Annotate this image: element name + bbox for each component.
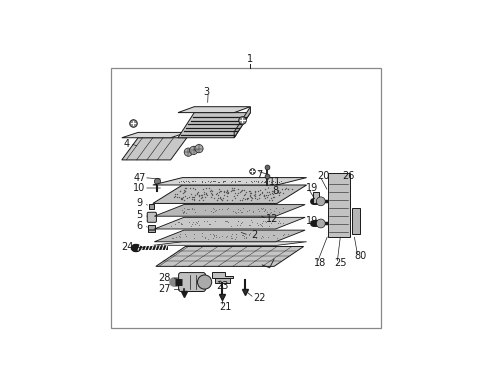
Circle shape — [195, 144, 203, 153]
Polygon shape — [178, 113, 251, 138]
Bar — [313, 192, 319, 204]
Polygon shape — [155, 217, 305, 229]
Text: 80: 80 — [355, 251, 367, 261]
Text: 23: 23 — [216, 281, 228, 291]
Text: 19: 19 — [306, 215, 319, 225]
Circle shape — [190, 146, 198, 154]
Text: 9: 9 — [136, 199, 143, 209]
Text: 12: 12 — [266, 214, 279, 224]
Text: 21: 21 — [220, 302, 232, 312]
Text: 22: 22 — [253, 293, 265, 303]
Text: 26: 26 — [342, 171, 354, 181]
Polygon shape — [212, 272, 233, 278]
Text: 10: 10 — [133, 183, 146, 193]
Bar — [351, 208, 360, 234]
Text: 24: 24 — [121, 242, 133, 252]
Text: 27: 27 — [158, 284, 171, 294]
Text: 7: 7 — [256, 170, 263, 180]
FancyBboxPatch shape — [179, 273, 205, 291]
Polygon shape — [153, 185, 307, 204]
Text: 25: 25 — [335, 258, 347, 268]
Polygon shape — [153, 177, 307, 185]
Text: 47: 47 — [133, 173, 146, 183]
Circle shape — [316, 197, 325, 206]
Polygon shape — [215, 278, 230, 283]
Polygon shape — [122, 138, 187, 160]
Bar — [149, 204, 154, 209]
Text: 1: 1 — [247, 55, 253, 65]
Bar — [148, 225, 155, 232]
Polygon shape — [153, 242, 307, 245]
Text: 5: 5 — [136, 210, 143, 220]
Circle shape — [316, 219, 325, 228]
Circle shape — [197, 275, 212, 289]
Polygon shape — [122, 132, 187, 138]
Text: 20: 20 — [317, 171, 330, 181]
FancyBboxPatch shape — [147, 212, 156, 222]
Polygon shape — [155, 230, 305, 242]
Polygon shape — [156, 247, 304, 266]
Text: 6: 6 — [136, 220, 143, 230]
Text: 2: 2 — [252, 230, 258, 240]
Bar — [111, 68, 381, 328]
Text: 28: 28 — [158, 273, 171, 283]
Text: 4: 4 — [123, 139, 129, 149]
Bar — [328, 173, 350, 237]
Polygon shape — [155, 205, 305, 216]
Text: 3: 3 — [203, 87, 209, 97]
Text: 18: 18 — [314, 258, 326, 268]
Text: 11: 11 — [269, 177, 282, 187]
Text: 19: 19 — [306, 183, 319, 193]
Polygon shape — [178, 107, 251, 113]
Text: 8: 8 — [273, 186, 278, 196]
Polygon shape — [234, 107, 251, 138]
Circle shape — [184, 148, 192, 156]
